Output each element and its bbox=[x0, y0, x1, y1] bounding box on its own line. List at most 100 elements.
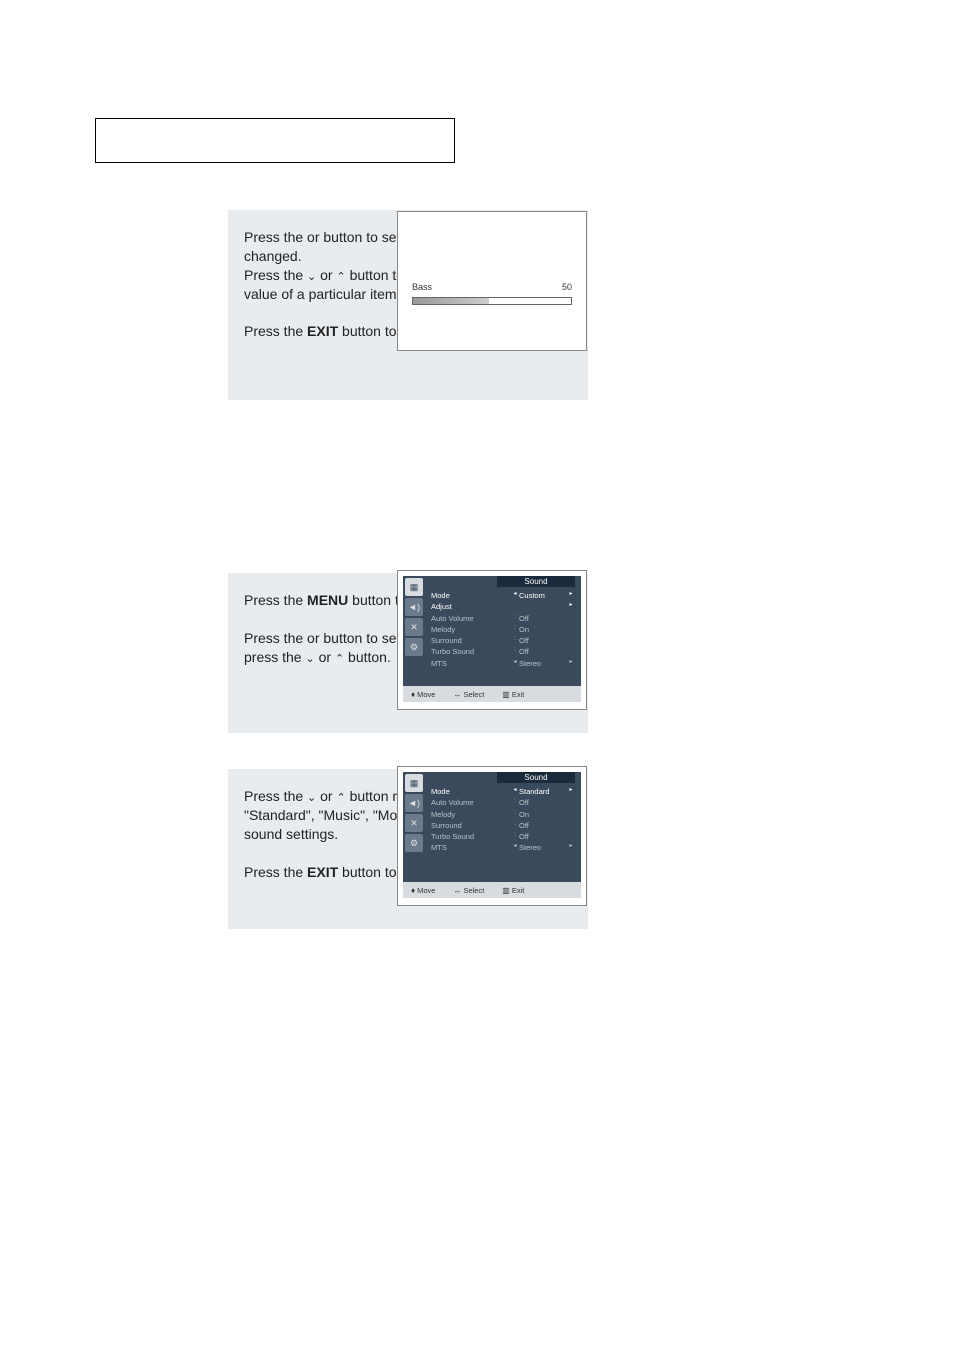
header-box bbox=[95, 118, 455, 163]
osd-label: Melody bbox=[431, 809, 511, 820]
chevron-down-icon: ⌄ bbox=[305, 653, 314, 665]
setup-icon: ⚙ bbox=[405, 638, 423, 656]
osd-value: Off bbox=[519, 820, 567, 831]
osd-list: Mode◂Custom▸Adjust▸Auto Volume:OffMelody… bbox=[431, 590, 575, 669]
chevron-up-icon: ⌃ bbox=[336, 271, 345, 283]
osd-value: Standard bbox=[519, 786, 567, 797]
osd-title: Sound bbox=[497, 772, 575, 783]
osd-value: Stereo bbox=[519, 658, 567, 669]
footer-select: ↔Select bbox=[453, 690, 484, 699]
osd-label: Auto Volume bbox=[431, 613, 511, 624]
select-icon: ↔ bbox=[453, 886, 461, 895]
chevron-up-icon: ⌃ bbox=[335, 653, 344, 665]
osd-arrow-left: : bbox=[511, 624, 519, 635]
select-icon: ↔ bbox=[453, 690, 461, 699]
txt: Press the bbox=[244, 592, 307, 608]
txt: or bbox=[320, 267, 336, 283]
osd-arrow-right bbox=[567, 831, 575, 842]
osd-arrow-left: : bbox=[511, 820, 519, 831]
osd-arrow-left: ◂ bbox=[511, 658, 519, 669]
osd-row: Auto Volume:Off bbox=[431, 797, 575, 808]
txt: button. bbox=[348, 649, 391, 665]
osd-arrow-right bbox=[567, 635, 575, 646]
osd-footer: ♦Move ↔Select ▥Exit bbox=[403, 882, 581, 898]
osd-value: On bbox=[519, 809, 567, 820]
txt: Press the bbox=[244, 267, 307, 283]
osd-value: On bbox=[519, 624, 567, 635]
osd-inner: ▦ ◄) ✕ ⚙ Sound Mode◂Standard▸Auto Volume… bbox=[403, 772, 581, 882]
osd-value: Stereo bbox=[519, 842, 567, 853]
txt: Select bbox=[463, 886, 484, 895]
osd-row: Melody:On bbox=[431, 809, 575, 820]
channel-icon: ✕ bbox=[405, 814, 423, 832]
osd-row: Turbo Sound:Off bbox=[431, 646, 575, 657]
osd-row: Auto Volume:Off bbox=[431, 613, 575, 624]
setup-icon: ⚙ bbox=[405, 834, 423, 852]
chevron-down-icon: ⌄ bbox=[307, 271, 316, 283]
exit-label: EXIT bbox=[307, 323, 338, 339]
osd-arrow-right: ▸ bbox=[567, 842, 575, 853]
move-icon: ♦ bbox=[411, 886, 415, 895]
footer-exit: ▥Exit bbox=[502, 886, 524, 895]
osd-inner: ▦ ◄) ✕ ⚙ Sound Mode◂Custom▸Adjust▸Auto V… bbox=[403, 576, 581, 686]
osd-value bbox=[519, 601, 567, 612]
osd-value: Off bbox=[519, 635, 567, 646]
osd-arrow-right: ▸ bbox=[567, 658, 575, 669]
osd-arrow-right bbox=[567, 809, 575, 820]
osd-menu-a: ▦ ◄) ✕ ⚙ Sound Mode◂Custom▸Adjust▸Auto V… bbox=[397, 570, 587, 710]
osd-arrow-right: ▸ bbox=[567, 601, 575, 612]
txt: or bbox=[319, 649, 335, 665]
exit-label: EXIT bbox=[307, 864, 338, 880]
osd-arrow-left: : bbox=[511, 831, 519, 842]
osd-label: MTS bbox=[431, 658, 511, 669]
channel-icon: ✕ bbox=[405, 618, 423, 636]
osd-label: Auto Volume bbox=[431, 797, 511, 808]
osd-label: Surround bbox=[431, 820, 511, 831]
osd-row: MTS◂Stereo▸ bbox=[431, 658, 575, 669]
osd-arrow-right: ▸ bbox=[567, 590, 575, 601]
txt: or bbox=[307, 630, 323, 646]
txt: or bbox=[307, 229, 323, 245]
osd-label: Mode bbox=[431, 590, 511, 601]
move-icon: ♦ bbox=[411, 690, 415, 699]
picture-icon: ▦ bbox=[405, 774, 423, 792]
osd-arrow-right: ▸ bbox=[567, 786, 575, 797]
osd-arrow-right bbox=[567, 797, 575, 808]
footer-move: ♦Move bbox=[411, 886, 435, 895]
osd-row: Surround:Off bbox=[431, 820, 575, 831]
txt: Press the bbox=[244, 864, 307, 880]
slider-row: Bass 50 bbox=[412, 282, 572, 292]
osd-icons: ▦ ◄) ✕ ⚙ bbox=[403, 772, 425, 882]
osd-arrow-left: : bbox=[511, 613, 519, 624]
osd-row: Adjust ▸ bbox=[431, 601, 575, 612]
osd-arrow-left: ◂ bbox=[511, 842, 519, 853]
osd-slider: Bass 50 bbox=[397, 211, 587, 351]
txt: Move bbox=[417, 690, 435, 699]
exit-icon: ▥ bbox=[502, 690, 510, 699]
slider-fill bbox=[413, 298, 489, 304]
osd-arrow-left: : bbox=[511, 635, 519, 646]
osd-value: Off bbox=[519, 646, 567, 657]
osd-label: Turbo Sound bbox=[431, 646, 511, 657]
osd-row: Surround:Off bbox=[431, 635, 575, 646]
osd-arrow-left: : bbox=[511, 797, 519, 808]
osd-value: Off bbox=[519, 613, 567, 624]
osd-arrow-right bbox=[567, 820, 575, 831]
osd-arrow-left: ◂ bbox=[511, 590, 519, 601]
txt: Press the bbox=[244, 323, 307, 339]
sound-icon: ◄) bbox=[405, 598, 423, 616]
osd-label: Adjust bbox=[431, 601, 511, 612]
osd-title: Sound bbox=[497, 576, 575, 587]
picture-icon: ▦ bbox=[405, 578, 423, 596]
osd-row: Mode◂Custom▸ bbox=[431, 590, 575, 601]
txt: Exit bbox=[512, 690, 525, 699]
txt: Press the bbox=[244, 229, 307, 245]
osd-row: Turbo Sound:Off bbox=[431, 831, 575, 842]
osd-label: Melody bbox=[431, 624, 511, 635]
osd-label: Turbo Sound bbox=[431, 831, 511, 842]
osd-arrow-left: : bbox=[511, 809, 519, 820]
osd-label: Mode bbox=[431, 786, 511, 797]
osd-menu-b: ▦ ◄) ✕ ⚙ Sound Mode◂Standard▸Auto Volume… bbox=[397, 766, 587, 906]
slider-label: Bass bbox=[412, 282, 432, 292]
exit-icon: ▥ bbox=[502, 886, 510, 895]
